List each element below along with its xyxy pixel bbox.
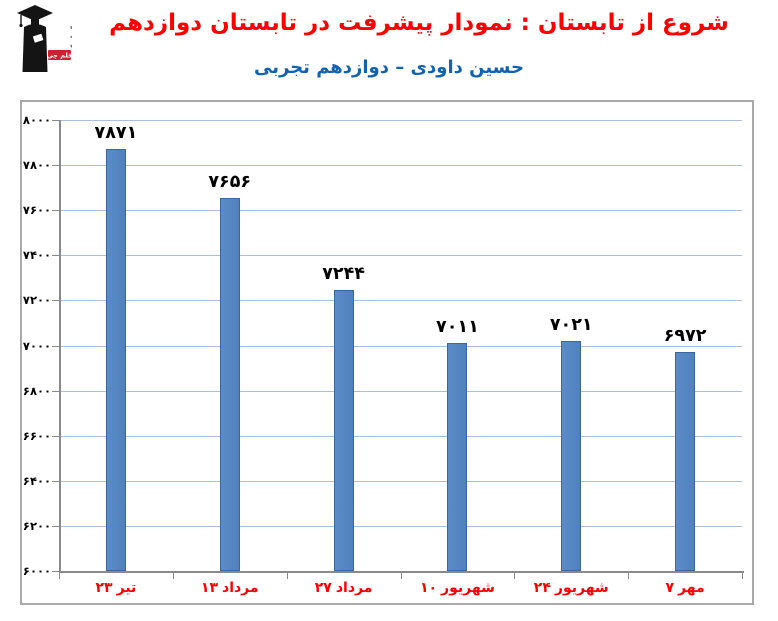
bar: [219, 197, 240, 571]
bar-value-label: ۶۹۷۲: [663, 325, 707, 346]
gridline: [59, 390, 742, 392]
bar: [561, 340, 582, 571]
x-axis-tick: [628, 573, 630, 579]
y-axis-tick: [52, 255, 59, 257]
x-label-month-name: مهر: [678, 580, 705, 596]
gridline: [59, 165, 742, 167]
logo-text-line: آموزش: [70, 39, 72, 48]
y-axis-tick-label: ۷۲۰۰: [22, 293, 51, 308]
y-axis-tick-label: ۶۰۰۰: [22, 564, 51, 578]
x-axis-category-label: ۲۷ مرداد: [288, 580, 400, 596]
x-label-day-number: ۲۷: [314, 580, 332, 596]
y-axis-tick-label: ۷۶۰۰: [22, 203, 51, 218]
chart-title: شروع از تابستان : نمودار پیشرفت در تابست…: [109, 10, 729, 36]
bar-value-label: ۷۶۵۶: [208, 171, 252, 192]
y-axis-tick: [52, 120, 59, 121]
logo-text-line: فرهنگی: [70, 30, 72, 39]
gridline: [59, 300, 742, 302]
y-axis-tick-label: ۷۸۰۰: [22, 158, 51, 173]
x-label-month-name: مرداد: [335, 580, 373, 596]
x-label-day-number: ۱۰: [419, 580, 438, 596]
logo-text-line: کانون: [70, 22, 72, 30]
y-axis-tick-label: ۸۰۰۰: [22, 113, 51, 127]
gridline: [59, 525, 742, 527]
y-axis-tick-label: ۷۰۰۰: [22, 338, 51, 353]
x-axis-category-label: ۷ مهر: [629, 580, 741, 596]
bar: [675, 351, 696, 571]
bar-value-label: ۷۲۴۴: [322, 264, 365, 285]
y-axis-tick: [52, 165, 59, 167]
y-axis-tick-label: ۶۴۰۰: [22, 473, 51, 488]
x-label-day-number: ۲۳: [95, 580, 113, 596]
y-axis-line: [59, 120, 61, 571]
x-axis-tick: [172, 573, 174, 579]
y-axis-tick-label: ۶۶۰۰: [22, 428, 51, 443]
y-axis-tick: [52, 435, 59, 437]
bar-value-label: ۷۸۷۱: [94, 123, 138, 144]
y-axis-tick-label: ۶۸۰۰: [22, 383, 51, 398]
x-label-day-number: ۲۴: [533, 580, 551, 596]
x-axis-tick: [742, 573, 743, 579]
logo-badge-label: قلم چی: [47, 52, 72, 60]
x-axis-category-label: ۱۳ مرداد: [174, 580, 286, 596]
x-axis-category-label: ۲۳ تیر: [60, 580, 172, 596]
x-label-day-number: ۱۳: [200, 580, 219, 596]
y-axis-tick: [52, 390, 59, 392]
x-label-month-name: تیر: [116, 580, 137, 596]
y-axis-tick: [52, 345, 59, 347]
x-axis-tick: [59, 573, 60, 579]
graduate-figure-icon: [17, 5, 53, 72]
y-axis-tick: [52, 571, 59, 572]
bar-chart-frame: ۸۰۰۰ ۷۸۰۰ ۷۶۰۰ ۷۴۰۰ ۷۲۰۰ ۷۰۰۰ ۶۸۰۰ ۶۶۰۰ ۶۴۰۰ ۶۲۰۰…: [20, 100, 754, 605]
x-axis-category-label: ۲۴ شهریور: [515, 580, 627, 596]
gridline: [59, 345, 742, 347]
bar: [447, 343, 468, 571]
x-label-day-number: ۷: [665, 580, 675, 596]
gridline: [59, 120, 742, 121]
gridline: [59, 210, 742, 212]
x-axis-category-label: ۱۰ شهریور: [401, 580, 513, 596]
y-axis-tick: [52, 480, 59, 482]
y-axis-tick: [52, 525, 59, 527]
x-axis-tick: [286, 573, 288, 579]
gridline: [59, 435, 742, 437]
y-axis-tick-label: ۶۲۰۰: [22, 518, 51, 533]
gridline: [59, 480, 742, 482]
y-axis-tick: [52, 300, 59, 302]
bar: [105, 149, 126, 571]
x-label-month-name: شهریور: [554, 580, 609, 596]
x-label-month-name: شهریور: [441, 580, 495, 596]
bar-value-label: ۷۰۱۱: [436, 317, 479, 338]
gridline: [59, 255, 742, 257]
kanoon-ghalamchi-logo: کانون فرهنگی آموزش قلم چی: [17, 5, 72, 72]
x-axis-tick: [400, 573, 402, 579]
bar-value-label: ۷۰۲۱: [549, 314, 593, 335]
chart-subtitle: حسین داودی – دوازدهم تجربی: [254, 57, 524, 78]
x-axis-line: [59, 571, 744, 573]
y-axis-tick-label: ۷۴۰۰: [22, 248, 51, 263]
x-axis-tick: [514, 573, 516, 579]
y-axis-tick: [52, 210, 59, 212]
bar: [333, 290, 354, 571]
x-label-month-name: مرداد: [222, 580, 259, 596]
